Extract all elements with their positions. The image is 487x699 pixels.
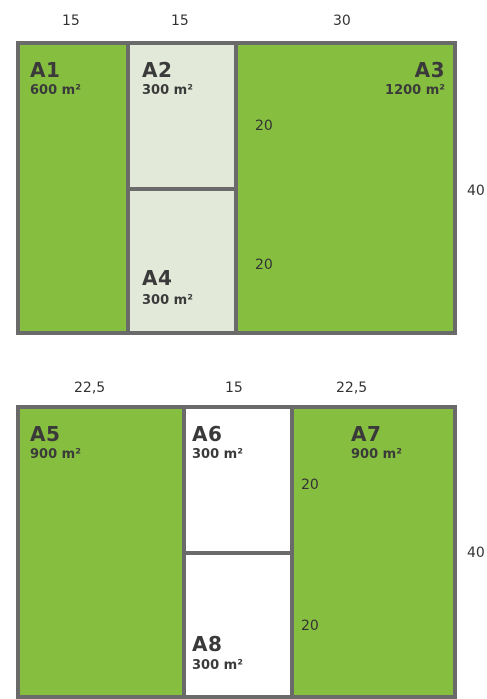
plot-a6-area: 300 m² xyxy=(192,447,243,462)
diagram2-inner-height-top: 20 xyxy=(301,477,319,493)
plot-a3: A3 1200 m² 20 20 xyxy=(234,41,457,335)
plot-a8-area: 300 m² xyxy=(192,658,243,673)
plot-a7-area: 900 m² xyxy=(351,447,402,462)
plot-a8-name: A8 xyxy=(192,632,223,656)
plot-a2: A2 300 m² xyxy=(126,41,238,192)
plot-a3-name: A3 xyxy=(414,58,445,82)
diagram1-width-label-a1: 15 xyxy=(62,13,80,29)
diagram1-height-label: 40 xyxy=(467,183,485,199)
diagram2-inner-height-bottom: 20 xyxy=(301,618,319,634)
plot-a2-name: A2 xyxy=(142,58,173,82)
plot-a1-name: A1 xyxy=(30,58,61,82)
diagram2-width-label-a6: 15 xyxy=(225,380,243,396)
plot-a6-name: A6 xyxy=(192,422,223,446)
plot-a3-area: 1200 m² xyxy=(385,83,445,98)
diagram1-width-label-a2: 15 xyxy=(171,13,189,29)
plot-a6: A6 300 m² xyxy=(182,405,294,556)
plot-a5-name: A5 xyxy=(30,422,61,446)
diagram1-inner-height-bottom: 20 xyxy=(255,257,273,273)
diagram2-width-label-a7: 22,5 xyxy=(336,380,368,396)
plot-a5: A5 900 m² xyxy=(16,405,186,699)
plot-a4-area: 300 m² xyxy=(142,293,193,308)
diagram1-width-label-a3: 30 xyxy=(333,13,351,29)
diagram2-width-label-a5: 22,5 xyxy=(74,380,106,396)
plot-a4: A4 300 m² xyxy=(126,187,238,335)
plot-a1: A1 600 m² xyxy=(16,41,130,335)
plot-a7: A7 900 m² 20 20 xyxy=(290,405,457,699)
diagram2-height-label: 40 xyxy=(467,545,485,561)
diagram1-inner-height-top: 20 xyxy=(255,118,273,134)
plot-a1-area: 600 m² xyxy=(30,83,81,98)
plot-a7-name: A7 xyxy=(351,422,382,446)
plot-a2-area: 300 m² xyxy=(142,83,193,98)
plot-a5-area: 900 m² xyxy=(30,447,81,462)
plot-a4-name: A4 xyxy=(142,266,173,290)
plot-a8: A8 300 m² xyxy=(182,551,294,699)
